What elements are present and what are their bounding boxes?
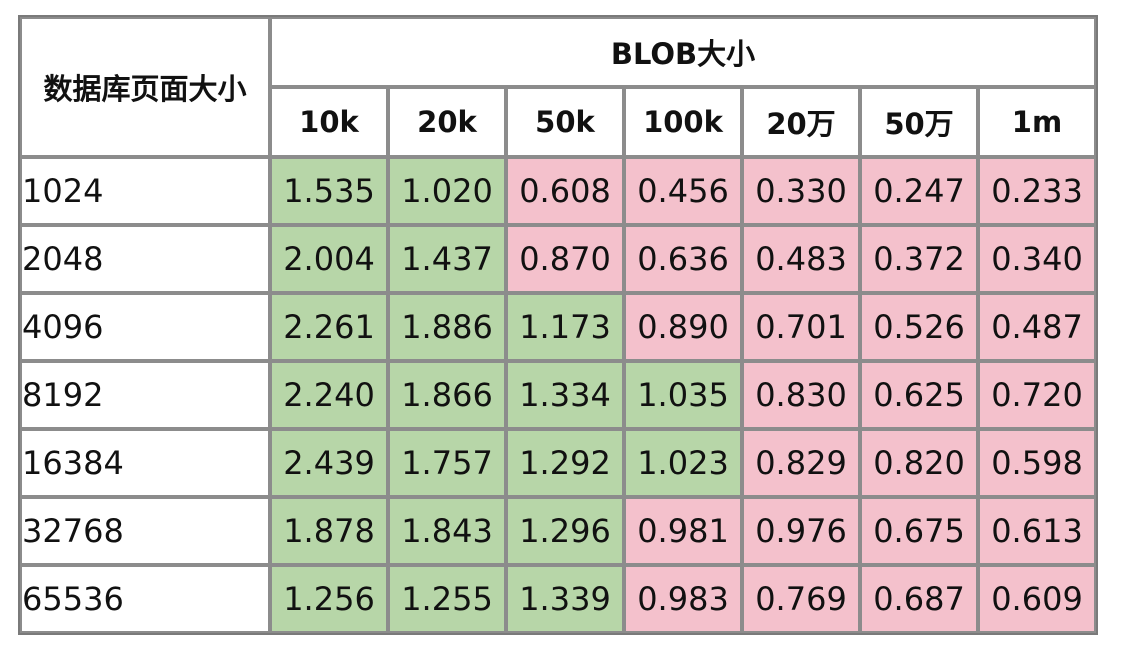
- table-cell: 0.720: [978, 361, 1096, 429]
- column-header: 20万: [742, 87, 860, 157]
- table-row: 4096 2.261 1.886 1.173 0.890 0.701 0.526 0.487: [20, 293, 1096, 361]
- column-header: 100k: [624, 87, 742, 157]
- table-cell: 1.757: [388, 429, 506, 497]
- table-cell: 0.769: [742, 565, 860, 633]
- table-row: 1024 1.535 1.020 0.608 0.456 0.330 0.247 0.233: [20, 157, 1096, 225]
- table-cell: 2.439: [270, 429, 388, 497]
- table-cell: 0.675: [860, 497, 978, 565]
- table-cell: 0.983: [624, 565, 742, 633]
- row-label: 32768: [20, 497, 270, 565]
- column-header: 50万: [860, 87, 978, 157]
- table-cell: 1.843: [388, 497, 506, 565]
- table-cell: 1.023: [624, 429, 742, 497]
- table-cell: 0.625: [860, 361, 978, 429]
- table-cell: 0.372: [860, 225, 978, 293]
- table-cell: 0.870: [506, 225, 624, 293]
- table-cell: 0.687: [860, 565, 978, 633]
- table-cell: 1.334: [506, 361, 624, 429]
- table-cell: 1.035: [624, 361, 742, 429]
- table-cell: 2.004: [270, 225, 388, 293]
- table-row: 8192 2.240 1.866 1.334 1.035 0.830 0.625 0.720: [20, 361, 1096, 429]
- row-label: 16384: [20, 429, 270, 497]
- column-header: 50k: [506, 87, 624, 157]
- column-header: 10k: [270, 87, 388, 157]
- table-cell: 0.487: [978, 293, 1096, 361]
- table-cell: 0.976: [742, 497, 860, 565]
- row-label: 4096: [20, 293, 270, 361]
- table-cell: 0.526: [860, 293, 978, 361]
- table-cell: 2.261: [270, 293, 388, 361]
- table-cell: 0.820: [860, 429, 978, 497]
- table-cell: 0.830: [742, 361, 860, 429]
- column-header: 1m: [978, 87, 1096, 157]
- table-cell: 1.296: [506, 497, 624, 565]
- table-cell: 1.437: [388, 225, 506, 293]
- table-cell: 1.020: [388, 157, 506, 225]
- row-header-label: 数据库页面大小: [20, 17, 270, 157]
- row-label: 2048: [20, 225, 270, 293]
- table-row: 32768 1.878 1.843 1.296 0.981 0.976 0.675 0.613: [20, 497, 1096, 565]
- table-cell: 1.173: [506, 293, 624, 361]
- column-group-label: BLOB大小: [270, 17, 1096, 87]
- table-cell: 1.886: [388, 293, 506, 361]
- table-cell: 2.240: [270, 361, 388, 429]
- table-row: 2048 2.004 1.437 0.870 0.636 0.483 0.372 0.340: [20, 225, 1096, 293]
- table-cell: 0.456: [624, 157, 742, 225]
- table-cell: 0.608: [506, 157, 624, 225]
- table-cell: 0.609: [978, 565, 1096, 633]
- table-cell: 0.890: [624, 293, 742, 361]
- table-cell: 1.256: [270, 565, 388, 633]
- table-cell: 0.981: [624, 497, 742, 565]
- table-cell: 0.598: [978, 429, 1096, 497]
- table-cell: 0.340: [978, 225, 1096, 293]
- table-cell: 1.292: [506, 429, 624, 497]
- table-cell: 1.255: [388, 565, 506, 633]
- table-cell: 0.247: [860, 157, 978, 225]
- table-cell: 1.339: [506, 565, 624, 633]
- column-header-row: 10k 20k 50k 100k 20万 50万 1m: [20, 87, 1096, 157]
- table-cell: 0.701: [742, 293, 860, 361]
- table-cell: 0.330: [742, 157, 860, 225]
- row-label: 1024: [20, 157, 270, 225]
- table-cell: 0.636: [624, 225, 742, 293]
- table-cell: 0.613: [978, 497, 1096, 565]
- table-cell: 0.483: [742, 225, 860, 293]
- table-cell: 1.866: [388, 361, 506, 429]
- column-header: 20k: [388, 87, 506, 157]
- table-body: 1024 1.535 1.020 0.608 0.456 0.330 0.247 0.233 2…: [20, 157, 1096, 633]
- table-cell: 0.233: [978, 157, 1096, 225]
- table-row: 16384 2.439 1.757 1.292 1.023 0.829 0.820 0.598: [20, 429, 1096, 497]
- blob-size-table: 数据库页面大小 BLOB大小 10k 20k 50k 100k 20万 50万 …: [18, 15, 1098, 635]
- row-label: 65536: [20, 565, 270, 633]
- table-row: 65536 1.256 1.255 1.339 0.983 0.769 0.687 0.609: [20, 565, 1096, 633]
- table-cell: 1.535: [270, 157, 388, 225]
- row-label: 8192: [20, 361, 270, 429]
- table-cell: 0.829: [742, 429, 860, 497]
- table-cell: 1.878: [270, 497, 388, 565]
